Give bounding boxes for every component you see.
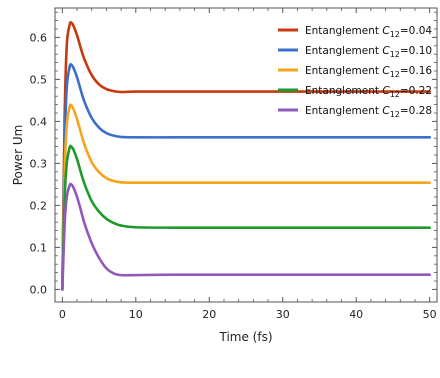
x-axis-title: Time (fs) <box>218 330 272 344</box>
legend-value: =0.28 <box>400 105 432 117</box>
y-tick-label: 0.6 <box>30 31 48 44</box>
x-tick-label: 50 <box>423 308 437 321</box>
legend-subscript: 12 <box>390 70 400 79</box>
series-line-3 <box>61 103 431 291</box>
legend-subscript: 12 <box>390 30 400 39</box>
legend-value: =0.22 <box>400 85 432 97</box>
y-tick-label: 0.1 <box>30 241 48 254</box>
series-line-5 <box>61 182 431 291</box>
legend-variable: C <box>382 65 390 77</box>
x-tick-label: 20 <box>202 308 216 321</box>
legend-subscript: 12 <box>390 110 400 119</box>
series-line-2 <box>61 62 431 291</box>
series-line-1 <box>61 20 431 291</box>
legend-prefix: Entanglement <box>305 105 382 117</box>
y-axis-ticks: 0.0 0.1 0.2 0.3 0.4 0.5 0.6 <box>30 11 437 296</box>
legend-subscript: 12 <box>390 50 400 59</box>
x-tick-label: 0 <box>59 308 66 321</box>
legend-label-5: Entanglement C12=0.28 <box>305 105 432 119</box>
legend-prefix: Entanglement <box>305 25 382 37</box>
legend-prefix: Entanglement <box>305 85 382 97</box>
legend-subscript: 12 <box>390 90 400 99</box>
y-axis-title: Power Um <box>11 125 25 186</box>
legend-prefix: Entanglement <box>305 45 382 57</box>
legend-label-2: Entanglement C12=0.10 <box>305 45 432 59</box>
legend-label-3: Entanglement C12=0.16 <box>305 65 432 79</box>
x-tick-label: 30 <box>276 308 290 321</box>
x-tick-label: 40 <box>349 308 363 321</box>
legend-label-1: Entanglement C12=0.04 <box>305 25 432 39</box>
x-axis-ticks: 0 10 20 30 40 50 <box>59 8 437 321</box>
y-tick-label: 0.5 <box>30 73 48 86</box>
y-tick-label: 0.3 <box>30 157 48 170</box>
y-tick-label: 0.2 <box>30 199 48 212</box>
series-line-4 <box>61 144 431 291</box>
legend-label-4: Entanglement C12=0.22 <box>305 85 432 99</box>
legend-variable: C <box>382 105 390 117</box>
legend-value: =0.04 <box>400 25 432 37</box>
legend-variable: C <box>382 25 390 37</box>
legend-value: =0.10 <box>400 45 432 57</box>
x-tick-label: 10 <box>129 308 143 321</box>
legend-value: =0.16 <box>400 65 432 77</box>
legend-variable: C <box>382 45 390 57</box>
y-tick-label: 0.0 <box>30 283 48 296</box>
legend-prefix: Entanglement <box>305 65 382 77</box>
series-lines <box>61 20 431 291</box>
y-tick-label: 0.4 <box>30 115 48 128</box>
legend-variable: C <box>382 85 390 97</box>
